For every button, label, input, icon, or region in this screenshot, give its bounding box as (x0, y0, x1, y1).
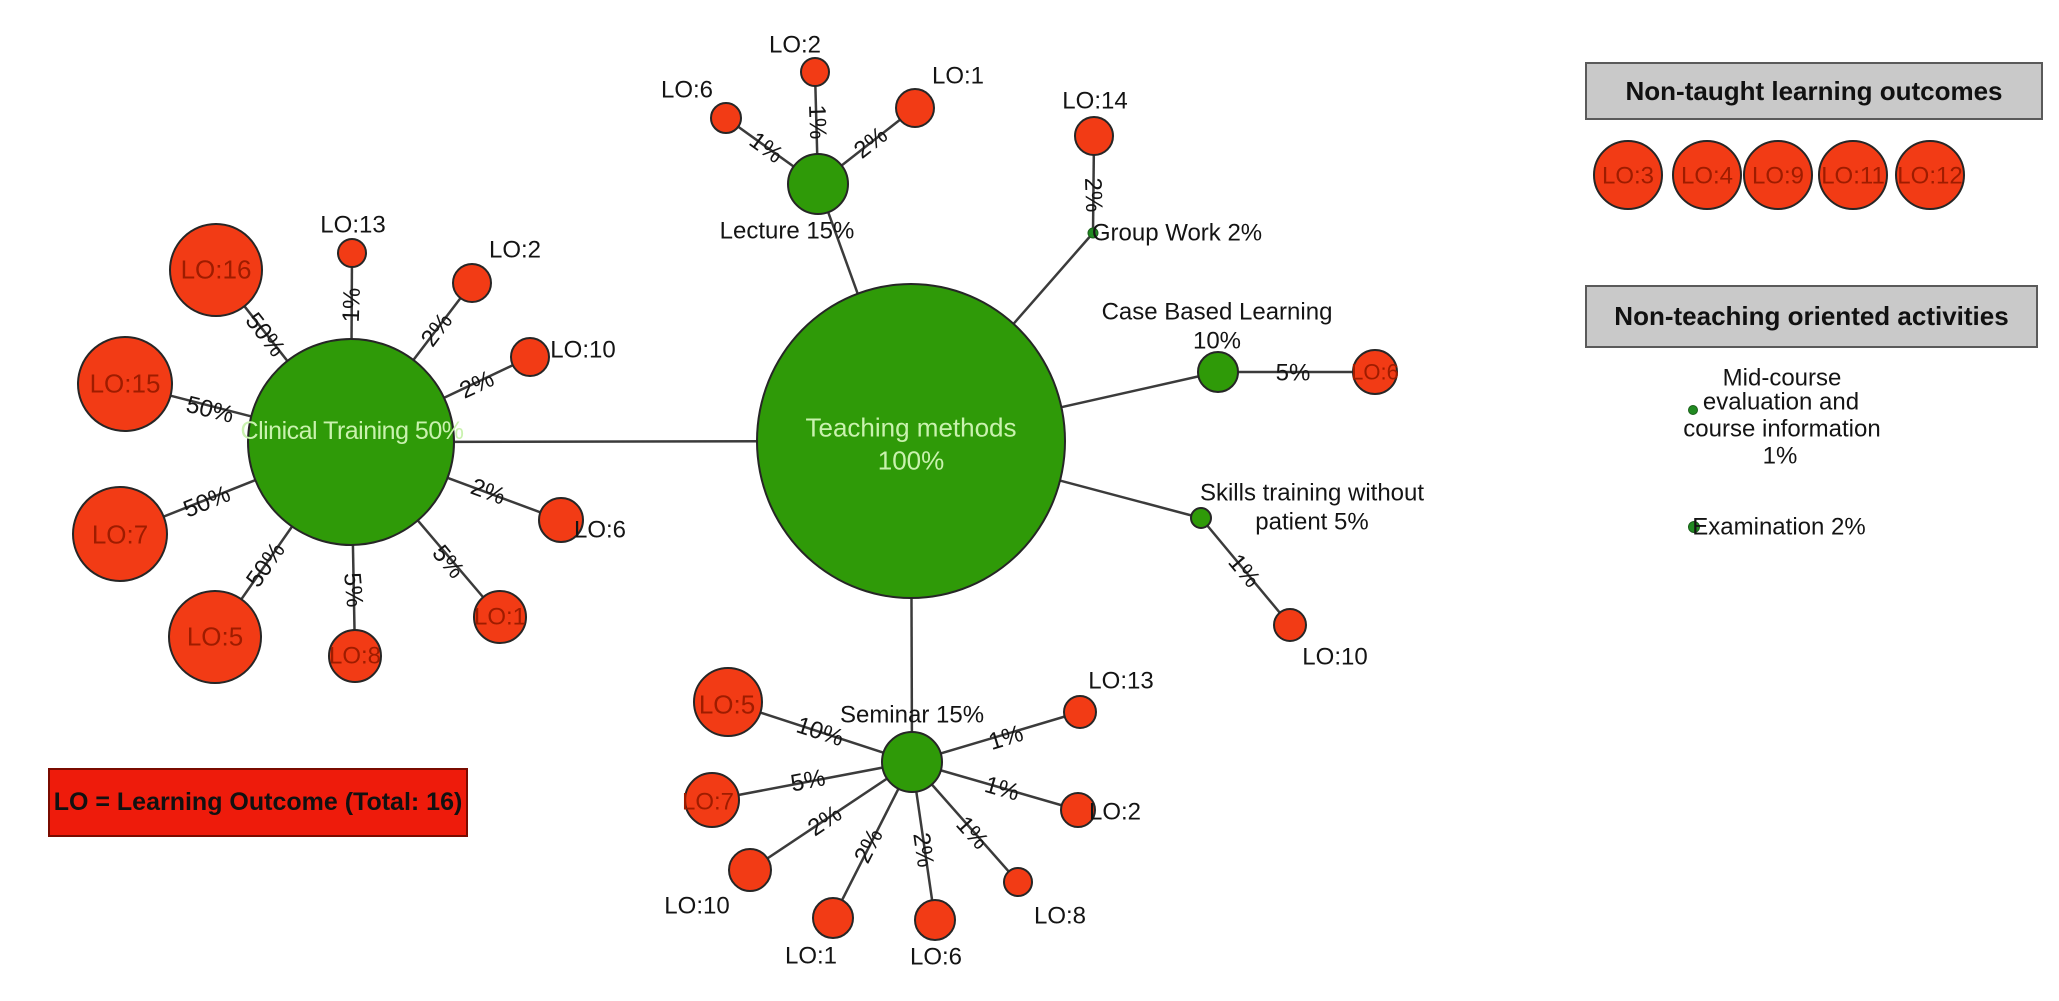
skills-label-line2: patient 5% (1255, 508, 1369, 536)
node-lecture-hub (787, 153, 849, 215)
clinical-lo10-label: LO:10 (550, 336, 616, 364)
node-nontaught-lo9 (1743, 140, 1813, 210)
node-nontaught-lo4 (1672, 140, 1742, 210)
teaching-hub-label-line2: 100% (877, 445, 945, 476)
node-seminar-lo8 (1003, 867, 1033, 897)
clinical-lo8-pct: 5% (338, 571, 369, 609)
skills-lo10-label: LO:10 (1302, 643, 1368, 671)
node-seminar-hub (881, 731, 943, 793)
clinical-lo6-label: LO:6 (573, 516, 627, 544)
examination-label: Examination 2% (1692, 513, 1866, 541)
seminar-lo2-label: LO:2 (1088, 798, 1142, 826)
midcourse-line2: evaluation and (1702, 388, 1860, 416)
lecture-lo1-label: LO:1 (931, 62, 985, 90)
groupwork-lo14-pct: 2% (1078, 177, 1108, 213)
node-skills-lo10 (1273, 608, 1307, 642)
non-taught-header: Non-taught learning outcomes (1585, 62, 2043, 120)
legend-label: LO = Learning Outcome (Total: 16) (53, 788, 463, 816)
node-examination-dot (1688, 521, 1700, 533)
midcourse-line1: Mid-course (1722, 364, 1842, 392)
lecture-lo2-pct: 1% (802, 104, 832, 140)
midcourse-line3: course information (1683, 415, 1881, 443)
cbl-lo6-label: LO:6 (1351, 359, 1399, 385)
node-cbl-lo6 (1352, 349, 1398, 395)
node-seminar-lo1 (812, 897, 854, 939)
node-nontaught-lo12 (1895, 140, 1965, 210)
seminar-lo10-label: LO:10 (664, 892, 730, 920)
node-seminar-lo2 (1060, 792, 1096, 828)
clinical-lo7-label: LO:7 (91, 519, 149, 550)
seminar-lo1-label: LO:1 (784, 942, 838, 970)
node-lecture-lo1 (895, 88, 935, 128)
node-nontaught-lo11 (1818, 140, 1888, 210)
node-lecture-lo2 (800, 57, 830, 87)
node-teaching-methods-hub (756, 283, 1066, 599)
clinical-lo8-label: LO:8 (328, 642, 382, 670)
non-taught-header-label: Non-taught learning outcomes (1625, 75, 2003, 106)
nontaught-lo4-label: LO:4 (1680, 162, 1734, 190)
nontaught-lo9-label: LO:9 (1751, 162, 1805, 190)
node-clinical-lo5 (168, 590, 262, 684)
node-clinical-lo1 (473, 590, 527, 644)
cbl-lo6-pct: 5% (1275, 359, 1311, 387)
seminar-lo6-label: LO:6 (909, 943, 963, 971)
teaching-hub-label-line1: Teaching methods (805, 412, 1017, 443)
node-midcourse-dot (1688, 405, 1698, 415)
clinical-lo1-label: LO:1 (473, 603, 527, 631)
midcourse-line4: 1% (1762, 442, 1798, 470)
node-nontaught-lo3 (1593, 140, 1663, 210)
lecture-hub-label: Lecture 15% (719, 217, 855, 245)
node-seminar-lo6 (914, 899, 956, 941)
node-clinical-lo8 (328, 629, 382, 683)
seminar-lo7-label: LO:7 (681, 788, 735, 816)
node-seminar-lo10 (728, 848, 772, 892)
cbl-label: Case Based Learning (1101, 298, 1333, 326)
node-groupwork-lo14 (1074, 116, 1114, 156)
lecture-lo2-label: LO:2 (768, 31, 822, 59)
node-clinical-training-hub (247, 338, 455, 546)
node-clinical-lo16 (169, 223, 263, 317)
node-lecture-lo6 (710, 102, 742, 134)
non-teaching-header-label: Non-teaching oriented activities (1614, 301, 2009, 331)
seminar-lo5-label: LO:5 (698, 689, 756, 720)
legend-box: LO = Learning Outcome (Total: 16) (48, 768, 468, 837)
nontaught-lo11-label: LO:11 (1821, 162, 1885, 190)
lecture-lo6-label: LO:6 (660, 76, 714, 104)
non-teaching-header: Non-teaching oriented activities (1585, 285, 2038, 348)
nontaught-lo3-label: LO:3 (1601, 162, 1655, 190)
clinical-lo2-label: LO:2 (488, 236, 542, 264)
clinical-lo5-label: LO:5 (186, 621, 244, 652)
group-work-label: Group Work 2% (1091, 219, 1263, 247)
node-clinical-lo10 (510, 337, 550, 377)
seminar-lo6-pct: 2% (907, 830, 939, 870)
node-clinical-lo6 (538, 497, 584, 543)
node-seminar-lo5 (693, 667, 763, 737)
clinical-lo13-pct: 1% (337, 287, 367, 323)
skills-label-line1: Skills training without (1199, 479, 1425, 507)
node-skills-training-hub (1190, 507, 1212, 529)
node-seminar-lo7 (684, 772, 740, 828)
node-case-based-learning-hub (1197, 351, 1239, 393)
clinical-lo13-label: LO:13 (320, 211, 386, 239)
node-seminar-lo13 (1063, 695, 1097, 729)
groupwork-lo14-label: LO:14 (1062, 87, 1128, 115)
seminar-lo8-label: LO:8 (1033, 902, 1087, 930)
seminar-hub-label: Seminar 15% (839, 701, 985, 729)
node-clinical-lo2 (452, 263, 492, 303)
seminar-lo13-label: LO:13 (1088, 667, 1154, 695)
clinical-lo16-label: LO:16 (180, 254, 252, 285)
node-clinical-lo15 (77, 336, 173, 432)
nontaught-lo12-label: LO:12 (1897, 162, 1963, 190)
cbl-pct-label: 10% (1192, 327, 1242, 355)
seminar-lo7-pct: 5% (788, 764, 828, 798)
node-clinical-lo13 (337, 238, 367, 268)
node-group-work-dot (1087, 227, 1099, 239)
node-clinical-lo7 (72, 486, 168, 582)
clinical-hub-label: Clinical Training 50% (240, 416, 464, 445)
clinical-lo15-label: LO:15 (89, 368, 161, 399)
